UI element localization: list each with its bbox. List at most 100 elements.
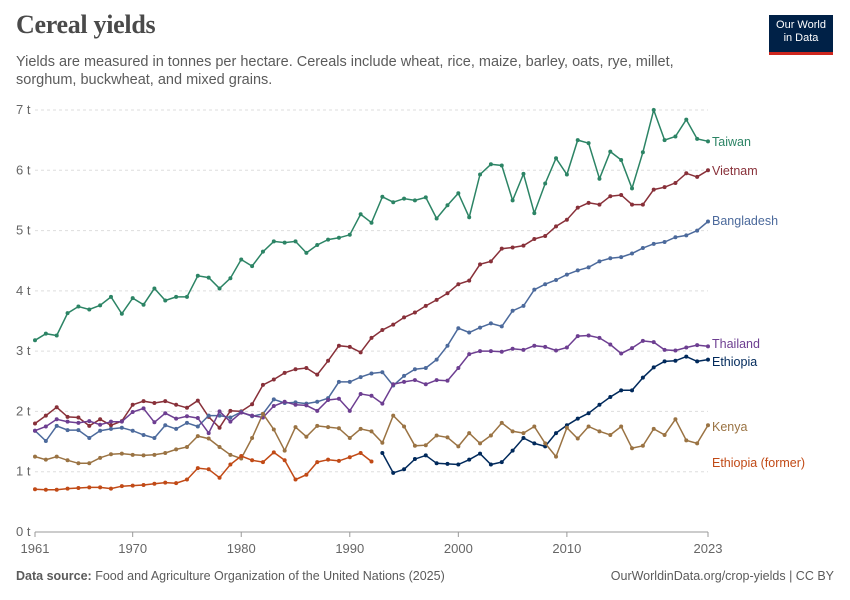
- data-point: [195, 434, 200, 439]
- data-point: [391, 470, 396, 475]
- x-tick-label: 1970: [118, 541, 147, 556]
- data-point: [304, 472, 309, 477]
- data-point: [282, 399, 287, 404]
- data-point: [152, 400, 157, 405]
- data-point: [662, 347, 667, 352]
- data-point: [630, 251, 635, 256]
- data-point: [456, 191, 461, 196]
- data-point: [108, 486, 113, 491]
- data-point: [184, 444, 189, 449]
- data-point: [706, 344, 710, 349]
- data-point: [412, 198, 417, 203]
- data-point: [163, 411, 168, 416]
- series-line: [34, 220, 709, 443]
- data-point: [412, 378, 417, 383]
- series-line: [34, 451, 372, 491]
- data-point: [315, 460, 320, 465]
- data-point: [586, 411, 591, 416]
- data-point: [478, 451, 483, 456]
- data-point: [662, 185, 667, 190]
- data-point: [141, 302, 146, 307]
- data-point: [54, 454, 59, 459]
- data-point: [402, 196, 407, 201]
- series-thailand[interactable]: [33, 333, 710, 436]
- data-point: [532, 343, 537, 348]
- series-label: Ethiopia (former): [712, 456, 805, 470]
- data-point: [456, 326, 461, 331]
- data-point: [98, 303, 103, 308]
- data-point: [586, 141, 591, 146]
- data-point: [478, 441, 483, 446]
- series-lines: [33, 107, 710, 492]
- data-source-text[interactable]: Food and Agriculture Organization of the…: [95, 569, 445, 583]
- data-point: [706, 423, 710, 428]
- data-point: [651, 241, 656, 246]
- data-point: [597, 335, 602, 340]
- data-point: [630, 346, 635, 351]
- series-ethiopia[interactable]: [380, 354, 710, 475]
- series-ethiopia-former[interactable]: [33, 450, 374, 492]
- series-bangladesh[interactable]: [33, 219, 710, 443]
- data-point: [260, 382, 265, 387]
- data-point: [640, 246, 645, 251]
- data-point: [250, 458, 255, 463]
- data-point: [282, 448, 287, 453]
- data-point: [336, 379, 341, 384]
- data-point: [402, 373, 407, 378]
- data-point: [434, 433, 439, 438]
- data-point: [434, 378, 439, 383]
- data-point: [499, 163, 504, 168]
- data-point: [347, 344, 352, 349]
- data-point: [87, 461, 92, 466]
- data-point: [228, 415, 233, 420]
- data-point: [640, 375, 645, 380]
- owid-logo[interactable]: Our World in Data: [769, 15, 833, 55]
- data-point: [174, 481, 179, 486]
- data-point: [43, 424, 48, 429]
- data-point: [239, 454, 244, 459]
- data-point: [98, 428, 103, 433]
- data-point: [43, 438, 48, 443]
- data-point: [380, 451, 385, 456]
- data-point: [706, 139, 710, 144]
- y-tick-label: 3 t: [16, 343, 31, 358]
- data-point: [412, 367, 417, 372]
- y-tick-label: 1 t: [16, 464, 31, 479]
- logo-line-2: in Data: [783, 32, 819, 44]
- series-kenya[interactable]: [33, 411, 710, 466]
- data-point: [402, 467, 407, 472]
- data-point: [206, 436, 211, 441]
- data-point: [456, 366, 461, 371]
- data-point: [152, 452, 157, 457]
- data-point: [445, 461, 450, 466]
- data-point: [673, 180, 678, 185]
- data-point: [488, 462, 493, 467]
- data-point: [271, 239, 276, 244]
- data-point: [87, 307, 92, 312]
- data-point: [684, 354, 689, 359]
- data-point: [217, 475, 222, 480]
- data-point: [358, 391, 363, 396]
- url-license[interactable]: OurWorldinData.org/crop-yields | CC BY: [610, 569, 834, 583]
- data-point: [695, 228, 700, 233]
- data-point: [467, 457, 472, 462]
- data-point: [141, 482, 146, 487]
- data-point: [326, 397, 331, 402]
- data-point: [488, 162, 493, 167]
- series-vietnam[interactable]: [33, 168, 710, 430]
- data-point: [119, 484, 124, 489]
- data-point: [478, 325, 483, 330]
- data-point: [65, 486, 70, 491]
- data-point: [293, 402, 298, 407]
- data-point: [228, 276, 233, 281]
- data-point: [532, 211, 537, 216]
- data-point: [456, 444, 461, 449]
- data-point: [521, 435, 526, 440]
- data-point: [347, 232, 352, 237]
- data-point: [250, 402, 255, 407]
- data-point: [467, 278, 472, 283]
- data-point: [271, 404, 276, 409]
- data-point: [152, 481, 157, 486]
- data-point: [554, 224, 559, 229]
- series-taiwan[interactable]: [33, 107, 710, 343]
